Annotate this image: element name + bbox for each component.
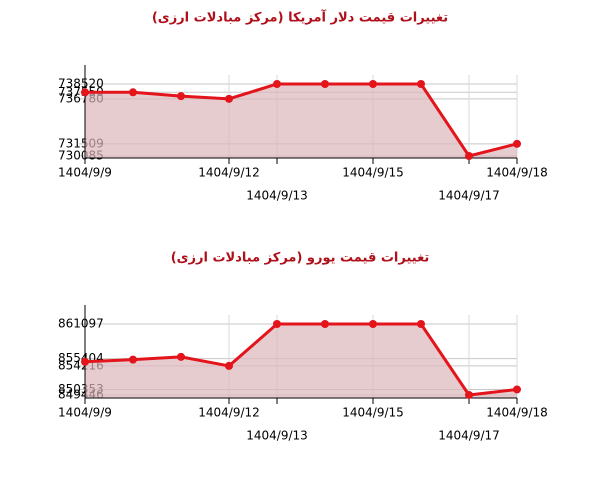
x-tick-label: 1404/9/13 xyxy=(246,189,308,203)
point xyxy=(513,385,521,394)
x-tick-label: 1404/9/13 xyxy=(246,429,308,443)
x-tick-label: 1404/9/12 xyxy=(198,166,260,180)
point xyxy=(81,88,89,97)
x-tick-label: 1404/9/12 xyxy=(198,406,260,420)
area xyxy=(85,324,517,398)
area xyxy=(85,84,517,158)
point xyxy=(465,390,473,399)
point xyxy=(417,80,425,89)
point xyxy=(321,320,329,329)
point xyxy=(129,355,137,364)
point xyxy=(225,361,233,370)
line xyxy=(84,322,518,397)
x-tick-label: 1404/9/18 xyxy=(486,406,548,420)
point xyxy=(273,320,281,329)
point xyxy=(417,320,425,329)
point xyxy=(129,88,137,97)
line xyxy=(85,82,518,158)
y-tick-label: 738520 xyxy=(58,77,104,91)
x-tick-label: 1404/9/9 xyxy=(58,406,112,420)
x-tick-label: 1404/9/17 xyxy=(438,429,500,443)
point xyxy=(81,357,89,366)
chart-title: تغییرات قیمت یورو (مرکز مبادلات ارزی) xyxy=(171,251,430,266)
point xyxy=(177,352,185,361)
point xyxy=(369,80,377,89)
point xyxy=(513,139,521,148)
chart-title: تغییرات قیمت دلار آمریکا (مرکز مبادلات ا… xyxy=(152,9,448,26)
point xyxy=(225,94,233,103)
x-tick-label: 1404/9/9 xyxy=(58,166,112,180)
x-tick-label: 1404/9/18 xyxy=(486,166,548,180)
x-tick-label: 1404/9/15 xyxy=(342,166,404,180)
x-tick-label: 1404/9/15 xyxy=(342,406,404,420)
y-tick-label: 861097 xyxy=(58,317,104,331)
point xyxy=(177,92,185,101)
point xyxy=(273,80,281,89)
point xyxy=(465,151,473,160)
point xyxy=(321,80,329,89)
point xyxy=(369,320,377,329)
x-tick-label: 1404/9/17 xyxy=(438,189,500,203)
